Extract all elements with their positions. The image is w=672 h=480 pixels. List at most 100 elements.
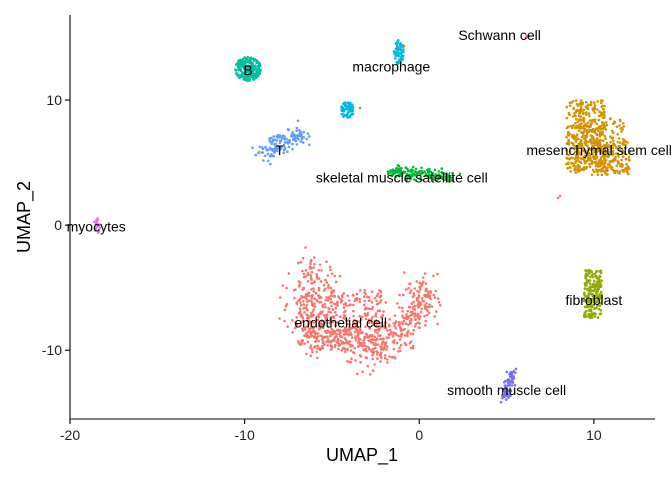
scatter-point — [580, 131, 583, 134]
scatter-point — [356, 372, 359, 376]
scatter-point — [402, 319, 406, 323]
scatter-point — [379, 321, 383, 325]
scatter-point — [398, 293, 401, 297]
scatter-point — [306, 336, 310, 339]
scatter-point — [424, 287, 428, 291]
scatter-point — [614, 156, 617, 160]
scatter-point — [286, 150, 289, 153]
scatter-point — [413, 170, 417, 173]
scatter-point — [400, 166, 403, 170]
scatter-point — [596, 100, 600, 103]
scatter-point — [598, 142, 601, 146]
ticks: -20 -10 0 10 -10 0 10 — [42, 92, 602, 443]
scatter-point — [423, 307, 427, 310]
scatter-point — [585, 122, 588, 126]
scatter-point — [95, 221, 99, 224]
scatter-point — [315, 350, 319, 354]
scatter-point — [295, 126, 299, 130]
scatter-point — [330, 291, 334, 295]
scatter-point — [366, 364, 370, 368]
scatter-point — [402, 44, 406, 48]
scatter-point — [354, 359, 357, 362]
scatter-point — [615, 152, 618, 155]
scatter-point — [432, 274, 435, 278]
scatter-point — [307, 322, 311, 326]
scatter-point — [599, 114, 603, 117]
scatter-point — [578, 112, 582, 115]
scatter-point — [593, 299, 596, 303]
scatter-point — [605, 173, 608, 176]
scatter-point — [334, 323, 337, 327]
scatter-point — [421, 299, 425, 302]
scatter-point — [424, 282, 428, 285]
scatter-point — [424, 324, 427, 327]
scatter-point — [603, 148, 607, 151]
scatter-point — [426, 309, 429, 313]
scatter-point — [602, 112, 605, 116]
scatter-point — [309, 321, 313, 324]
scatter-point — [320, 335, 324, 338]
scatter-point — [358, 314, 361, 318]
scatter-point — [588, 282, 592, 286]
scatter-point — [582, 299, 586, 303]
cluster-labels: endothelial cell mesenchymal stem cell fib… — [67, 27, 672, 398]
scatter-point — [257, 61, 260, 64]
scatter-point — [616, 133, 619, 136]
scatter-point — [258, 71, 262, 74]
scatter-point — [380, 342, 384, 346]
scatter-point — [309, 276, 313, 279]
scatter-point — [346, 106, 350, 110]
scatter-point — [580, 122, 583, 125]
scatter-point — [281, 284, 285, 287]
scatter-point — [339, 339, 342, 343]
scatter-point — [395, 60, 399, 64]
scatter-point — [615, 125, 619, 129]
scatter-point — [302, 275, 306, 279]
scatter-point — [412, 300, 415, 304]
scatter-point — [568, 150, 572, 153]
scatter-point — [589, 315, 593, 319]
scatter-point — [620, 158, 624, 162]
scatter-point — [368, 307, 371, 311]
scatter-point — [599, 161, 603, 165]
cluster-label: smooth muscle cell — [447, 382, 566, 398]
scatter-point — [590, 274, 593, 278]
scatter-point — [364, 307, 367, 311]
scatter-point — [586, 144, 589, 147]
scatter-point — [370, 349, 373, 352]
scatter-point — [349, 349, 353, 352]
scatter-point — [414, 167, 418, 171]
scatter-point — [450, 179, 454, 182]
scatter-point — [381, 325, 385, 328]
scatter-point — [324, 278, 327, 282]
scatter-point — [363, 335, 367, 339]
scatter-point — [258, 145, 262, 149]
scatter-point — [304, 333, 308, 337]
scatter-point — [401, 306, 404, 310]
scatter-point — [420, 166, 423, 170]
scatter-point — [358, 354, 362, 357]
scatter-point — [565, 136, 568, 139]
scatter-point — [606, 163, 610, 166]
scatter-point — [590, 289, 594, 293]
scatter-point — [408, 322, 412, 325]
scatter-point — [582, 120, 586, 123]
scatter-point — [389, 169, 393, 172]
scatter-point — [361, 315, 364, 319]
scatter-point — [337, 342, 341, 345]
scatter-point — [338, 328, 342, 332]
scatter-point — [444, 172, 448, 176]
scatter-point — [514, 371, 517, 375]
scatter-point — [346, 347, 349, 351]
scatter-point — [588, 128, 591, 132]
scatter-point — [342, 311, 346, 314]
scatter-point — [280, 146, 283, 150]
scatter-point — [309, 274, 312, 277]
scatter-point — [310, 296, 314, 300]
scatter-point — [235, 72, 238, 76]
scatter-point — [325, 340, 328, 344]
scatter-point — [371, 353, 374, 357]
scatter-point — [365, 356, 369, 360]
scatter-point — [409, 289, 413, 292]
scatter-point — [588, 165, 592, 169]
